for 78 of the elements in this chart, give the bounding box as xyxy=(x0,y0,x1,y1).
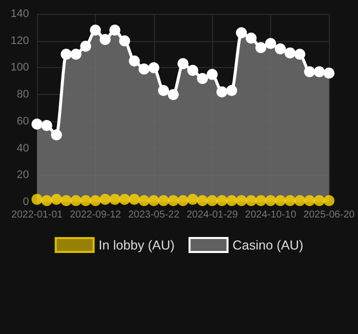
y-tick-label: 120 xyxy=(10,34,29,47)
point xyxy=(168,89,179,100)
point xyxy=(168,195,179,206)
point xyxy=(206,195,218,206)
y-tick-label: 140 xyxy=(10,8,29,20)
point xyxy=(255,195,266,206)
point xyxy=(41,195,52,206)
point xyxy=(236,27,247,38)
point xyxy=(196,195,208,206)
y-tick-label: 20 xyxy=(16,169,29,182)
point xyxy=(138,64,150,75)
point xyxy=(187,64,198,76)
point xyxy=(50,194,62,205)
y-tick-label: 0 xyxy=(22,196,29,208)
point xyxy=(284,195,296,206)
point xyxy=(324,195,334,206)
point xyxy=(41,120,52,131)
y-tick-label: 60 xyxy=(16,115,29,128)
point xyxy=(246,32,257,44)
point xyxy=(90,24,101,36)
point xyxy=(119,35,130,46)
point xyxy=(265,195,276,206)
x-tick-label: 2024-10-10 xyxy=(245,210,297,220)
y-tick-label: 80 xyxy=(16,88,29,101)
point xyxy=(236,195,247,206)
x-tick-label: 2023-05-22 xyxy=(128,210,180,220)
point xyxy=(70,48,82,60)
point xyxy=(274,195,286,206)
point xyxy=(158,195,170,206)
point xyxy=(178,58,188,70)
point xyxy=(274,43,286,54)
point xyxy=(284,47,296,58)
point xyxy=(226,195,238,206)
point xyxy=(90,195,101,206)
point xyxy=(109,194,120,205)
point xyxy=(32,194,42,205)
point xyxy=(119,194,130,205)
point xyxy=(148,195,160,206)
point xyxy=(187,194,198,205)
y-tick-label: 100 xyxy=(10,62,29,74)
legend-label: Casino (AU) xyxy=(232,238,304,252)
point xyxy=(109,24,120,36)
point xyxy=(60,195,72,206)
point xyxy=(70,195,82,206)
point xyxy=(314,66,325,78)
point xyxy=(246,195,257,206)
point xyxy=(178,195,188,206)
y-tick-label: 40 xyxy=(16,142,29,154)
point xyxy=(304,195,316,206)
point xyxy=(216,195,228,206)
point xyxy=(128,194,140,205)
point xyxy=(50,129,62,140)
point xyxy=(128,56,140,66)
point xyxy=(304,66,316,78)
point xyxy=(255,42,266,54)
point xyxy=(265,38,276,50)
point xyxy=(80,195,92,206)
point xyxy=(148,62,160,74)
point xyxy=(206,68,218,80)
legend-label: In lobby (AU) xyxy=(98,238,175,252)
point xyxy=(314,195,325,206)
point xyxy=(196,72,208,84)
point xyxy=(324,68,334,79)
point xyxy=(216,86,228,98)
x-tick-label: 2024-01-29 xyxy=(186,210,238,220)
x-tick-label: 2022-09-12 xyxy=(70,210,122,220)
point xyxy=(158,85,170,96)
point xyxy=(294,48,306,60)
x-tick-label: 2025-06-20 xyxy=(303,210,356,220)
x-tick-label: 2022-01-01 xyxy=(11,210,64,220)
point xyxy=(32,118,42,130)
point xyxy=(226,85,238,96)
point xyxy=(80,40,92,52)
point xyxy=(100,34,111,46)
point xyxy=(100,194,111,205)
point xyxy=(60,48,72,60)
point xyxy=(138,195,150,206)
point xyxy=(294,195,306,206)
